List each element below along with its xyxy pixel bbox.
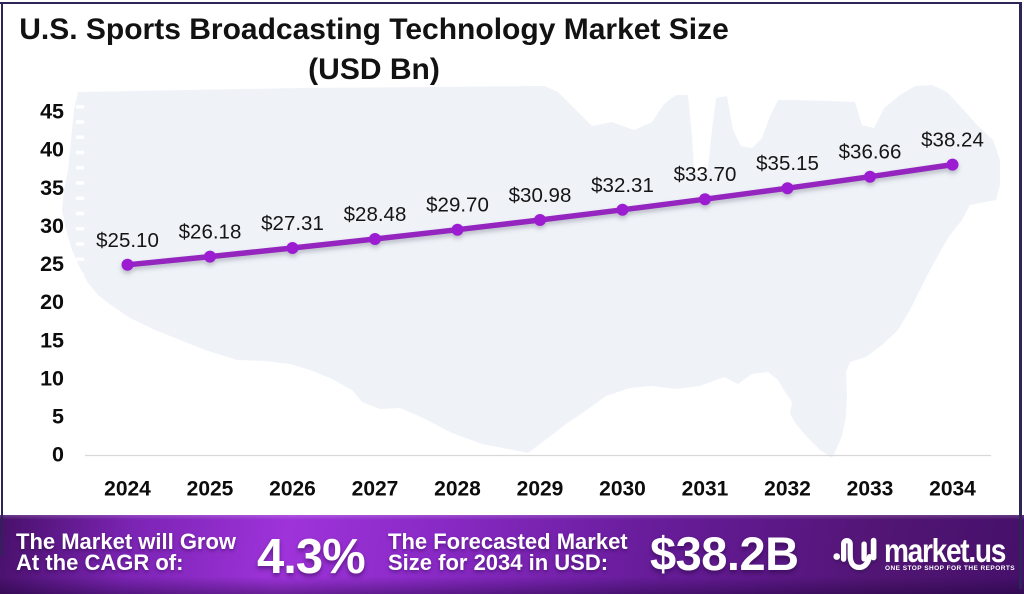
- svg-text:$27.31: $27.31: [261, 212, 324, 235]
- svg-text:40: 40: [40, 138, 64, 162]
- svg-text:20: 20: [40, 290, 64, 314]
- svg-text:$35.15: $35.15: [756, 152, 819, 175]
- svg-text:$36.66: $36.66: [839, 141, 902, 164]
- svg-text:$33.70: $33.70: [674, 163, 737, 186]
- svg-text:2034: 2034: [929, 478, 976, 501]
- svg-text:35: 35: [40, 176, 64, 200]
- svg-text:2024: 2024: [104, 478, 151, 501]
- svg-text:10: 10: [40, 366, 64, 390]
- svg-text:2031: 2031: [682, 478, 729, 501]
- svg-text:$30.98: $30.98: [509, 184, 572, 207]
- svg-text:0: 0: [52, 443, 64, 467]
- svg-text:25: 25: [40, 252, 64, 276]
- svg-text:2029: 2029: [517, 478, 564, 501]
- svg-text:$26.18: $26.18: [179, 221, 242, 244]
- svg-text:2025: 2025: [187, 478, 234, 501]
- svg-text:$29.70: $29.70: [426, 194, 489, 217]
- svg-text:2028: 2028: [434, 478, 481, 501]
- svg-text:45: 45: [40, 100, 64, 124]
- svg-text:$32.31: $32.31: [591, 174, 654, 197]
- svg-text:2027: 2027: [352, 478, 399, 501]
- svg-text:2026: 2026: [269, 478, 316, 501]
- svg-text:2033: 2033: [847, 478, 894, 501]
- svg-text:2032: 2032: [764, 478, 811, 501]
- svg-text:$38.24: $38.24: [921, 129, 984, 152]
- svg-text:5: 5: [52, 405, 64, 429]
- svg-text:$28.48: $28.48: [344, 203, 407, 226]
- svg-text:$25.10: $25.10: [96, 229, 159, 252]
- svg-text:2030: 2030: [599, 478, 646, 501]
- svg-text:30: 30: [40, 214, 64, 238]
- svg-text:15: 15: [40, 328, 64, 352]
